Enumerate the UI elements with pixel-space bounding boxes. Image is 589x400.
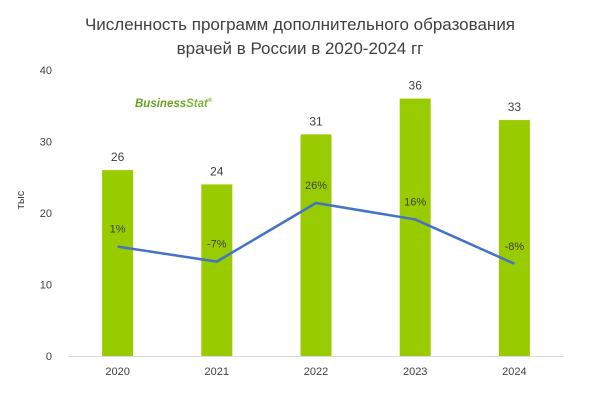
bar [300,134,332,356]
growth-label: -8% [505,241,525,253]
bar-value-label: 31 [309,114,323,128]
x-tick-label: 2022 [304,366,328,378]
growth-label: 16% [404,196,426,208]
growth-label: 1% [110,224,126,236]
growth-labels: 1% -7% 26% 16% -8% [110,180,525,253]
bar [399,98,431,356]
chart-title-line1: Численность программ дополнительного обр… [85,15,515,34]
y-axis-label: тыс [15,190,27,209]
logo-text-stat: Stat [186,98,209,110]
growth-line [117,201,515,265]
bar-value-labels: 26 24 31 36 33 [111,79,521,179]
y-tick-label: 20 [40,208,52,220]
y-tick-label: 10 [40,280,52,292]
x-tick-label: 2023 [403,366,427,378]
bar [201,184,233,356]
bar [102,170,134,356]
bar-value-label: 36 [409,79,423,93]
x-axis: 2020 2021 2022 2023 2024 [105,366,526,378]
y-axis: 0 10 20 30 40 [40,65,52,363]
y-tick-label: 40 [40,65,52,77]
bar [498,120,530,356]
growth-label: -7% [207,239,227,251]
bar-value-label: 33 [508,100,522,114]
chart-title-line2: врачей в России в 2020-2024 гг [177,39,424,58]
bar-series [102,98,530,356]
growth-label: 26% [305,180,327,192]
logo: BusinessStat® [135,97,213,110]
logo-registered-mark: ® [208,97,213,104]
x-tick-label: 2024 [502,366,526,378]
bar-value-label: 24 [210,164,224,178]
bar-value-label: 26 [111,150,125,164]
logo-text-business: Business [135,98,186,110]
logo-text: BusinessStat® [135,97,213,110]
x-tick-label: 2021 [205,366,229,378]
x-tick-label: 2020 [105,366,129,378]
y-tick-label: 30 [40,137,52,149]
y-tick-label: 0 [46,351,52,363]
